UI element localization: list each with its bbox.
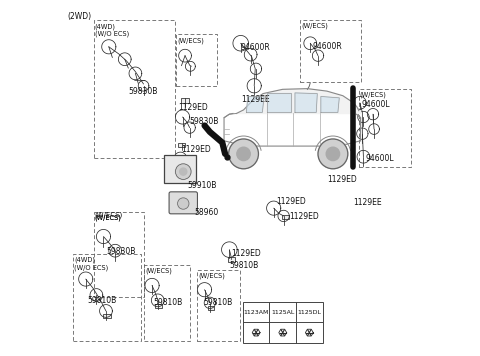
Bar xyxy=(94,20,176,158)
Text: 59830B: 59830B xyxy=(189,117,219,126)
Text: 1129ED: 1129ED xyxy=(289,212,319,221)
Bar xyxy=(359,89,411,167)
Bar xyxy=(155,304,162,309)
Text: 59810B: 59810B xyxy=(87,296,117,305)
Bar xyxy=(144,265,191,341)
FancyBboxPatch shape xyxy=(165,155,196,183)
Text: 59830B: 59830B xyxy=(128,87,157,96)
FancyBboxPatch shape xyxy=(169,192,197,214)
Polygon shape xyxy=(295,93,317,112)
Bar xyxy=(243,302,323,343)
Text: 58960: 58960 xyxy=(194,208,218,216)
Text: 94600R: 94600R xyxy=(240,43,270,52)
Bar xyxy=(176,35,217,86)
Text: 59810B: 59810B xyxy=(204,298,233,307)
Circle shape xyxy=(228,139,258,169)
Text: 1129EE: 1129EE xyxy=(353,198,382,206)
Text: 94600L: 94600L xyxy=(366,154,395,163)
Polygon shape xyxy=(267,93,291,112)
Polygon shape xyxy=(246,96,264,112)
Text: (W/ECS): (W/ECS) xyxy=(95,211,123,218)
Text: (2WD): (2WD) xyxy=(67,12,91,21)
Circle shape xyxy=(176,164,191,179)
Text: 1125DL: 1125DL xyxy=(297,310,321,315)
Text: 1129EE: 1129EE xyxy=(240,95,269,104)
Text: 59810B: 59810B xyxy=(229,261,259,271)
Text: 59810B: 59810B xyxy=(154,298,183,307)
Text: (W/ECS): (W/ECS) xyxy=(360,92,386,98)
Text: 1129ED: 1129ED xyxy=(178,103,208,111)
Text: (W/ECS): (W/ECS) xyxy=(95,215,121,221)
Text: 94600L: 94600L xyxy=(361,100,390,109)
Circle shape xyxy=(178,198,189,209)
Bar xyxy=(178,143,185,147)
Text: 59830B: 59830B xyxy=(107,247,136,256)
Text: (W/ECS): (W/ECS) xyxy=(177,37,204,44)
Circle shape xyxy=(318,139,348,169)
Bar xyxy=(282,215,288,219)
Text: 1123AM: 1123AM xyxy=(243,310,269,315)
Text: (W/ECS): (W/ECS) xyxy=(95,215,121,221)
Bar xyxy=(300,20,360,82)
Bar xyxy=(177,166,184,171)
Text: (W/ECS): (W/ECS) xyxy=(301,23,328,29)
Text: 1129ED: 1129ED xyxy=(231,250,261,258)
Polygon shape xyxy=(237,89,360,114)
Text: (4WD)
(W/O ECS): (4WD) (W/O ECS) xyxy=(74,257,108,271)
Bar xyxy=(228,257,235,262)
Text: 1125AL: 1125AL xyxy=(271,310,294,315)
Text: 1129ED: 1129ED xyxy=(327,175,357,184)
Bar xyxy=(94,212,144,297)
Polygon shape xyxy=(321,96,339,112)
Circle shape xyxy=(180,168,187,175)
Text: (W/ECS): (W/ECS) xyxy=(145,267,172,274)
Text: 1129ED: 1129ED xyxy=(276,197,306,206)
Bar xyxy=(73,254,141,341)
Text: (W/ECS): (W/ECS) xyxy=(198,272,225,279)
Circle shape xyxy=(326,147,340,161)
Bar xyxy=(197,270,240,341)
Text: 1129ED: 1129ED xyxy=(181,145,211,154)
Text: 59910B: 59910B xyxy=(188,181,217,190)
Text: (4WD)
(W/O ECS): (4WD) (W/O ECS) xyxy=(95,23,129,37)
Bar xyxy=(104,314,110,318)
Bar xyxy=(208,306,214,310)
Text: 94600R: 94600R xyxy=(312,42,342,51)
Circle shape xyxy=(237,147,250,161)
Bar xyxy=(181,98,189,103)
